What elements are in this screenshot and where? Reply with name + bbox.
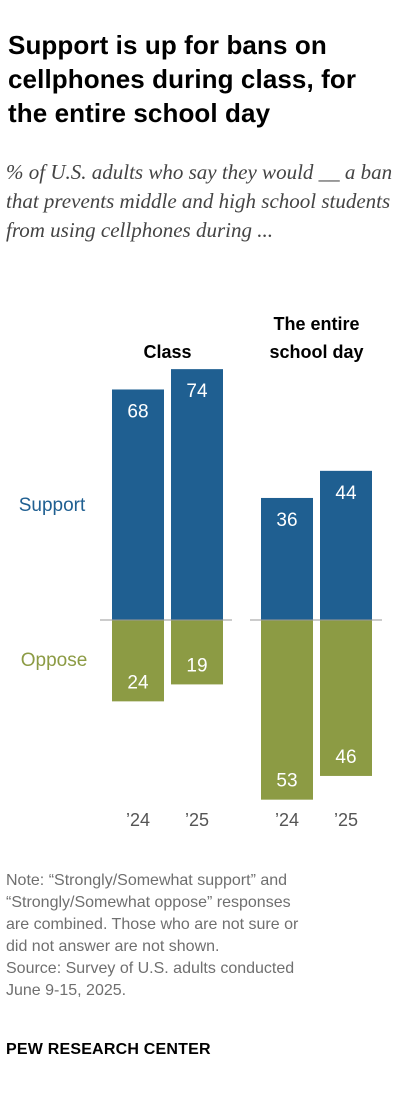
x-tick-label: ’25 <box>334 810 358 830</box>
oppose-value-label: 46 <box>335 747 356 768</box>
note-line: did not answer are not shown. <box>6 938 220 955</box>
support-bar <box>171 369 223 620</box>
group-label: The entire <box>273 314 359 334</box>
oppose-bar <box>112 620 164 702</box>
oppose-value-label: 24 <box>127 672 149 693</box>
oppose-value-label: 53 <box>276 771 297 792</box>
support-bar <box>261 497 313 620</box>
support-value-label: 68 <box>127 401 148 422</box>
chart-note: Note: “Strongly/Somewhat support” and “S… <box>6 870 391 1002</box>
source-footer: PEW RESEARCH CENTER <box>6 1041 211 1058</box>
support-value-label: 74 <box>186 381 208 402</box>
note-line: Source: Survey of U.S. adults conducted <box>6 960 295 977</box>
bar-chart: Class 68 24 ’24 74 19 ’25 The entire school day 3… <box>19 314 382 830</box>
note-line: are combined. Those who are not sure or <box>6 916 299 933</box>
x-tick-label: ’24 <box>126 810 150 830</box>
note-line: “Strongly/Somewhat oppose” responses <box>6 894 291 911</box>
oppose-bar <box>261 620 313 800</box>
note-line: Note: “Strongly/Somewhat support” and <box>6 872 288 889</box>
oppose-bar <box>171 620 223 685</box>
note-line: June 9-15, 2025. <box>6 982 127 999</box>
x-tick-label: ’24 <box>275 810 299 830</box>
chart-subtitle: % of U.S. adults who say they would __ a… <box>6 160 393 242</box>
chart-title: Support is up for bans on cellphones dur… <box>8 30 357 128</box>
group-label: Class <box>143 342 191 362</box>
oppose-value-label: 19 <box>186 655 207 676</box>
oppose-bar <box>320 620 372 776</box>
support-value-label: 44 <box>335 483 357 504</box>
group-label: school day <box>269 342 363 362</box>
legend-oppose: Oppose <box>21 650 88 671</box>
support-bar <box>320 470 372 620</box>
x-tick-label: ’25 <box>185 810 209 830</box>
support-bar <box>112 389 164 620</box>
support-value-label: 36 <box>276 510 297 531</box>
legend-support: Support <box>19 495 86 516</box>
